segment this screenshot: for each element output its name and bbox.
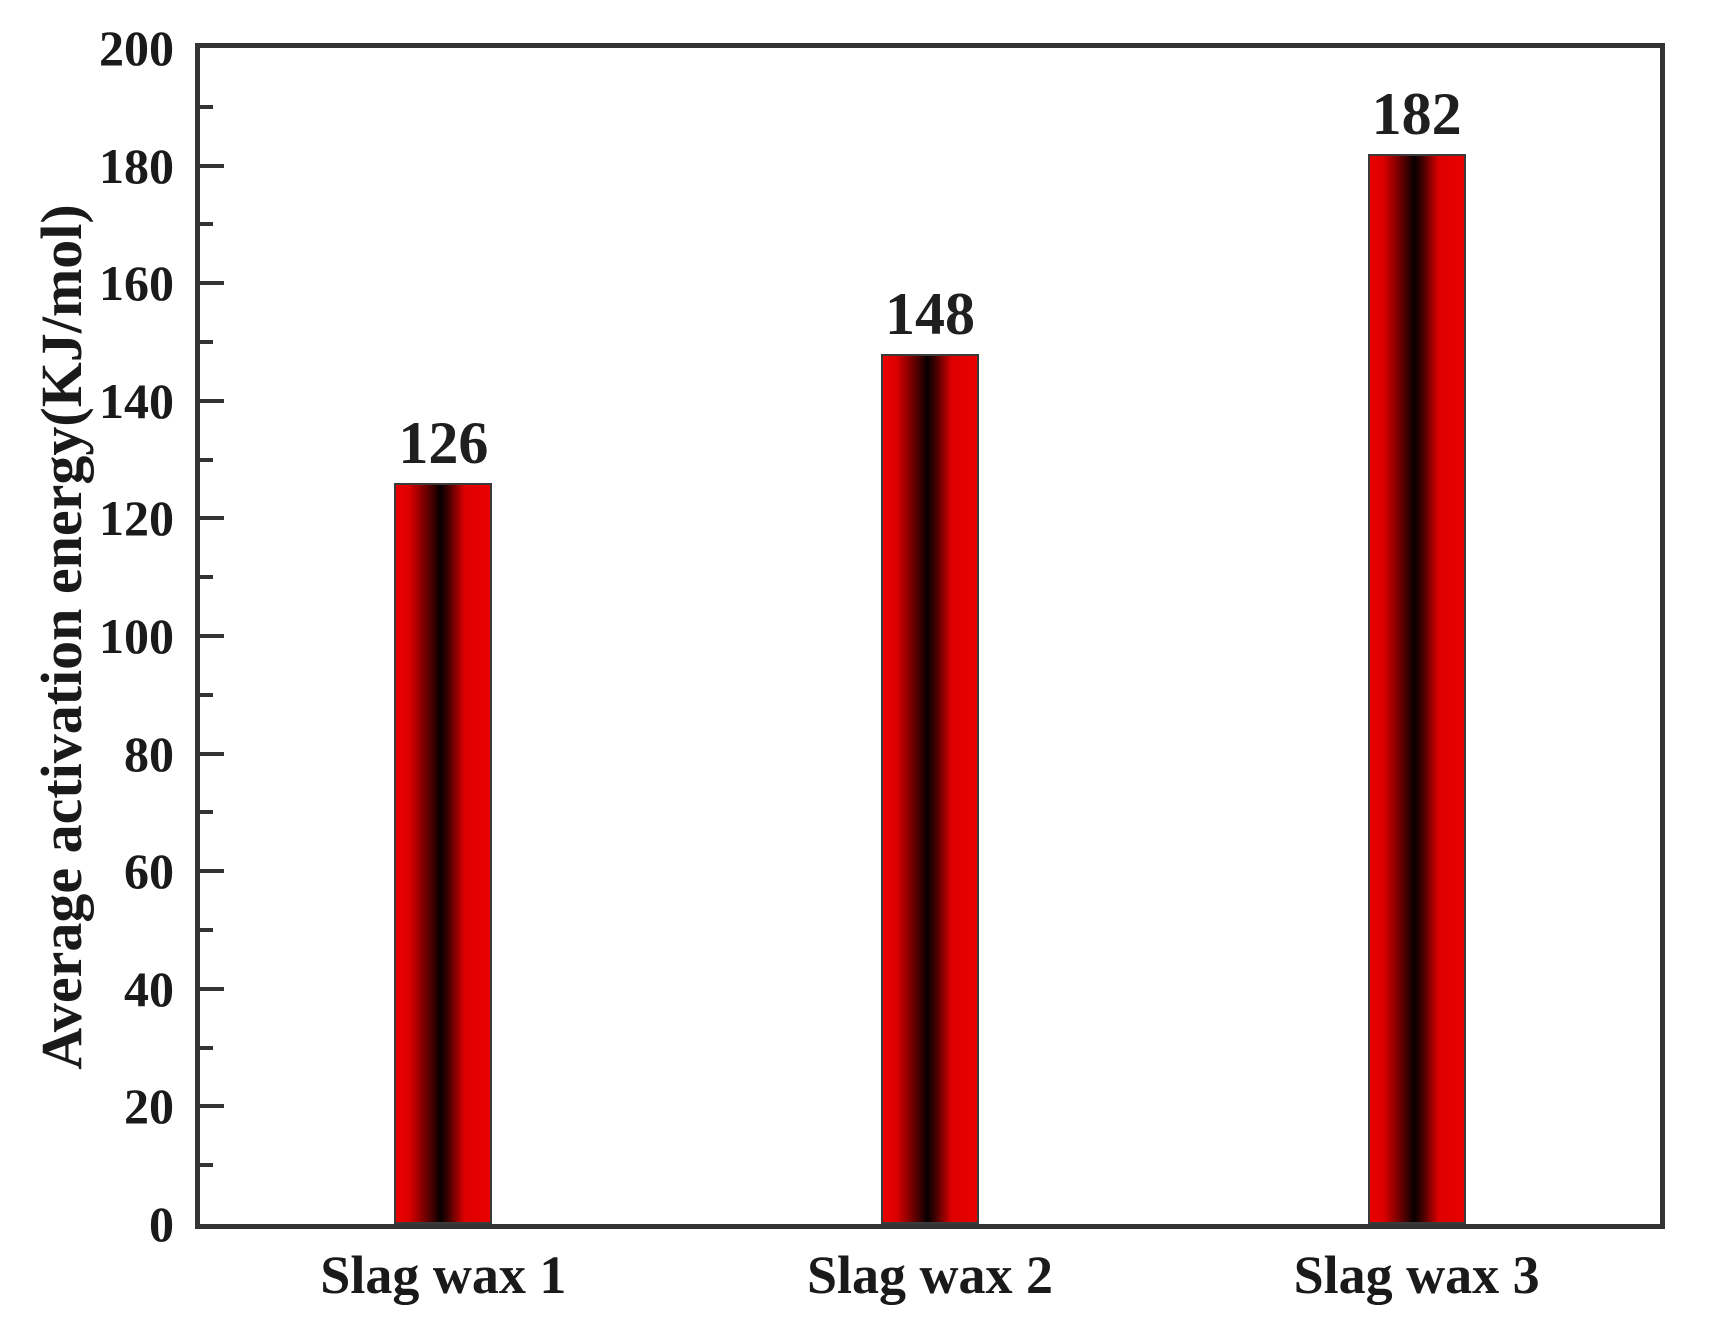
y-axis-major-tick xyxy=(200,1104,224,1109)
bar xyxy=(1367,153,1466,1224)
y-axis-major-tick xyxy=(200,163,224,168)
bar-value-label: 182 xyxy=(1371,80,1462,147)
bar xyxy=(881,353,979,1224)
y-axis-tick-label: 100 xyxy=(99,608,174,664)
y-axis-minor-tick xyxy=(200,104,213,109)
y-axis-minor-tick xyxy=(200,1163,213,1168)
y-axis-tick-label: 160 xyxy=(99,255,174,312)
x-axis-category-label: Slag wax 1 xyxy=(320,1245,567,1305)
y-axis-major-tick xyxy=(200,281,224,286)
y-axis-major-tick xyxy=(200,634,224,638)
x-axis-category-label: Slag wax 3 xyxy=(1293,1245,1540,1305)
y-axis-tick-label: 180 xyxy=(99,137,174,194)
y-axis-tick-label: 0 xyxy=(149,1196,174,1252)
y-axis-minor-tick xyxy=(200,340,213,344)
y-axis-major-tick xyxy=(200,751,224,756)
y-axis-minor-tick xyxy=(200,457,213,462)
bar-value-label: 148 xyxy=(885,280,975,347)
y-axis-major-tick xyxy=(200,398,224,403)
y-axis-tick-label: 20 xyxy=(124,1078,174,1135)
y-axis-tick-label: 140 xyxy=(99,372,174,429)
y-axis-minor-tick xyxy=(200,575,213,580)
y-axis-tick-label: 200 xyxy=(99,20,174,76)
y-axis-tick-label: 120 xyxy=(99,490,174,547)
plot-area xyxy=(200,48,1660,1224)
y-axis-major-tick xyxy=(200,986,224,991)
y-axis-minor-tick xyxy=(200,810,213,815)
y-axis-tick-label: 80 xyxy=(124,725,174,782)
bar-value-label: 126 xyxy=(398,410,489,477)
y-axis-minor-tick xyxy=(200,928,213,932)
y-axis-minor-tick xyxy=(200,692,213,697)
x-axis-category-label: Slag wax 2 xyxy=(806,1245,1054,1305)
y-axis-minor-tick xyxy=(200,1045,213,1050)
y-axis-tick-label: 40 xyxy=(124,960,174,1017)
y-axis-major-tick xyxy=(200,516,224,521)
y-axis-tick-label: 60 xyxy=(124,843,174,900)
y-axis-major-tick xyxy=(200,869,224,874)
bar xyxy=(394,483,493,1224)
y-axis-minor-tick xyxy=(200,222,213,227)
